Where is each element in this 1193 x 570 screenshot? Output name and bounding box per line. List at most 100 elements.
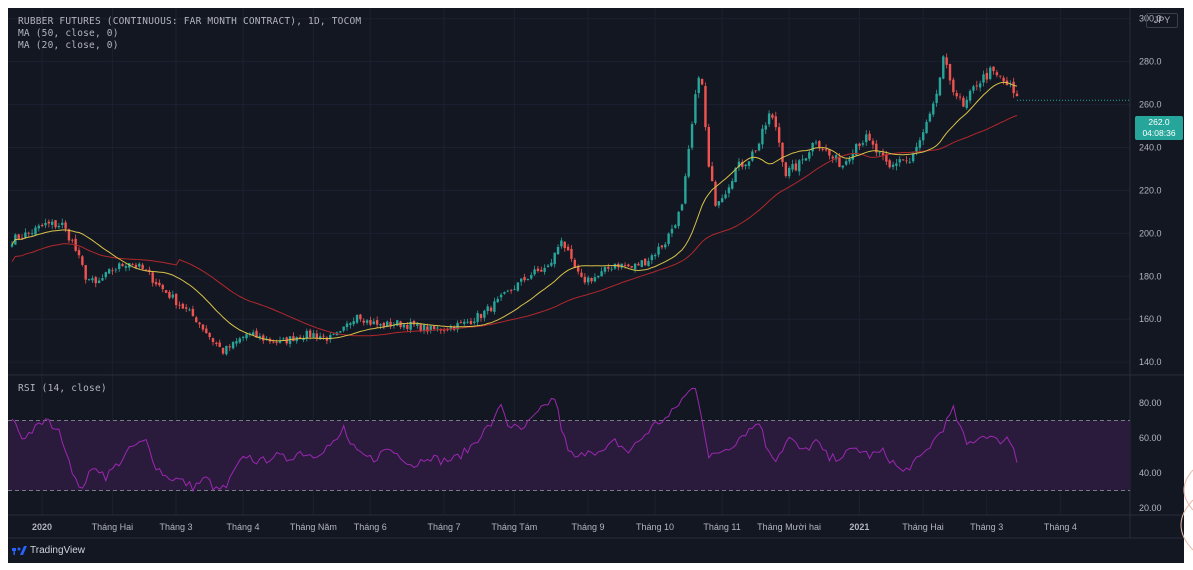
currency-button[interactable]: JPY [1146,13,1178,28]
candle-body [945,57,948,65]
candle-body [215,342,218,344]
candle-body [1012,81,1015,94]
chart-frame: 300.0 280.0 260.0 240.0 220.0 200.0 180.0 160.0… [8,8,1184,563]
candle-body [201,324,205,330]
candle-body [255,330,258,338]
candle-body [834,155,838,160]
candle-body [838,156,841,167]
candle-body [881,152,885,156]
candle-body [158,282,161,286]
ma50-line [11,115,1018,337]
candle-body [637,263,640,266]
rsi-line [11,387,1018,493]
candle-body [449,326,453,330]
candle-body [798,160,801,172]
candle-body [593,277,597,282]
candle-body [647,260,650,267]
candle-body [533,269,536,275]
candle-body [985,72,989,80]
candle-body [580,272,583,277]
candle-body [27,232,30,234]
last-price-badge: 262.0 04:08:36 [1135,116,1183,140]
tradingview-logo[interactable]: TradingView [12,545,85,556]
candle-body [174,293,178,306]
rsi-tick-label: 40.00 [1139,468,1162,478]
ma50-legend[interactable]: MA (50, close, 0) [18,28,119,39]
candle-body [509,290,513,291]
candle-body [664,244,667,248]
candle-body [895,163,898,166]
candle-body [684,176,687,204]
candle-body [868,133,871,141]
candle-body [104,272,107,278]
candle-body [607,266,610,269]
candle-body [741,162,744,167]
time-tick-label: Tháng 6 [354,522,387,532]
candle-body [329,335,332,340]
time-tick-label: Tháng Mười hai [757,522,821,532]
candle-body [721,198,724,203]
candle-body [747,161,751,166]
candle-body [550,262,553,266]
rsi-tick-label: 60.00 [1139,433,1162,443]
candle-body [952,79,955,93]
candle-body [818,141,821,148]
candle-body [161,284,164,290]
candle-body [962,97,965,107]
candle-body [178,304,181,306]
candle-body [697,77,700,94]
ma20-legend[interactable]: MA (20, close, 0) [18,40,119,51]
candle-body [654,254,657,257]
candle-body [262,335,265,341]
time-tick-label: Tháng 4 [226,522,259,532]
candle-body [245,334,248,339]
candle-body [208,332,211,337]
candle-body [751,151,754,161]
candle-body [386,321,389,328]
candle-body [520,278,523,282]
candle-body [114,269,118,271]
candle-body [734,167,737,183]
candle-body [784,162,788,177]
candle-body [396,320,399,326]
candle-body [757,143,761,151]
time-tick-label: 2021 [849,522,869,532]
candle-body [841,165,844,168]
rsi-legend[interactable]: RSI (14, close) [18,383,107,394]
candle-body [566,246,570,251]
candle-body [97,280,101,284]
candle-body [107,269,111,274]
tradingview-logo-text: TradingView [30,545,86,556]
symbol-legend[interactable]: RUBBER FUTURES (CONTINUOUS: FAR MONTH CO… [18,16,362,27]
candle-body [228,346,231,348]
candle-body [788,167,791,177]
candle-body [10,244,14,247]
candle-body [657,246,660,255]
candle-body [737,161,741,168]
candle-body [710,166,714,182]
chart-canvas[interactable]: 300.0 280.0 260.0 240.0 220.0 200.0 180.0 160.0… [8,8,1184,563]
candle-body [275,341,278,343]
candle-body [436,327,439,329]
candle-body [40,224,44,227]
candle-body [456,322,459,330]
candle-body [623,264,627,266]
candle-body [777,127,781,143]
candle-body [968,90,972,101]
candle-body [707,127,710,167]
candle-body [767,113,771,125]
candle-body [118,263,121,270]
candle-body [71,239,74,241]
candle-body [640,260,643,267]
candle-body [814,142,818,144]
candle-body [761,128,764,145]
candle-body [469,321,473,324]
candle-body [382,322,386,328]
rsi-tick-label: 80.00 [1139,398,1162,408]
candle-body [164,290,168,293]
candle-body [292,336,295,342]
candle-body [643,258,647,266]
candle-body [205,328,208,334]
candle-body [111,270,114,272]
candle-body [731,181,734,189]
